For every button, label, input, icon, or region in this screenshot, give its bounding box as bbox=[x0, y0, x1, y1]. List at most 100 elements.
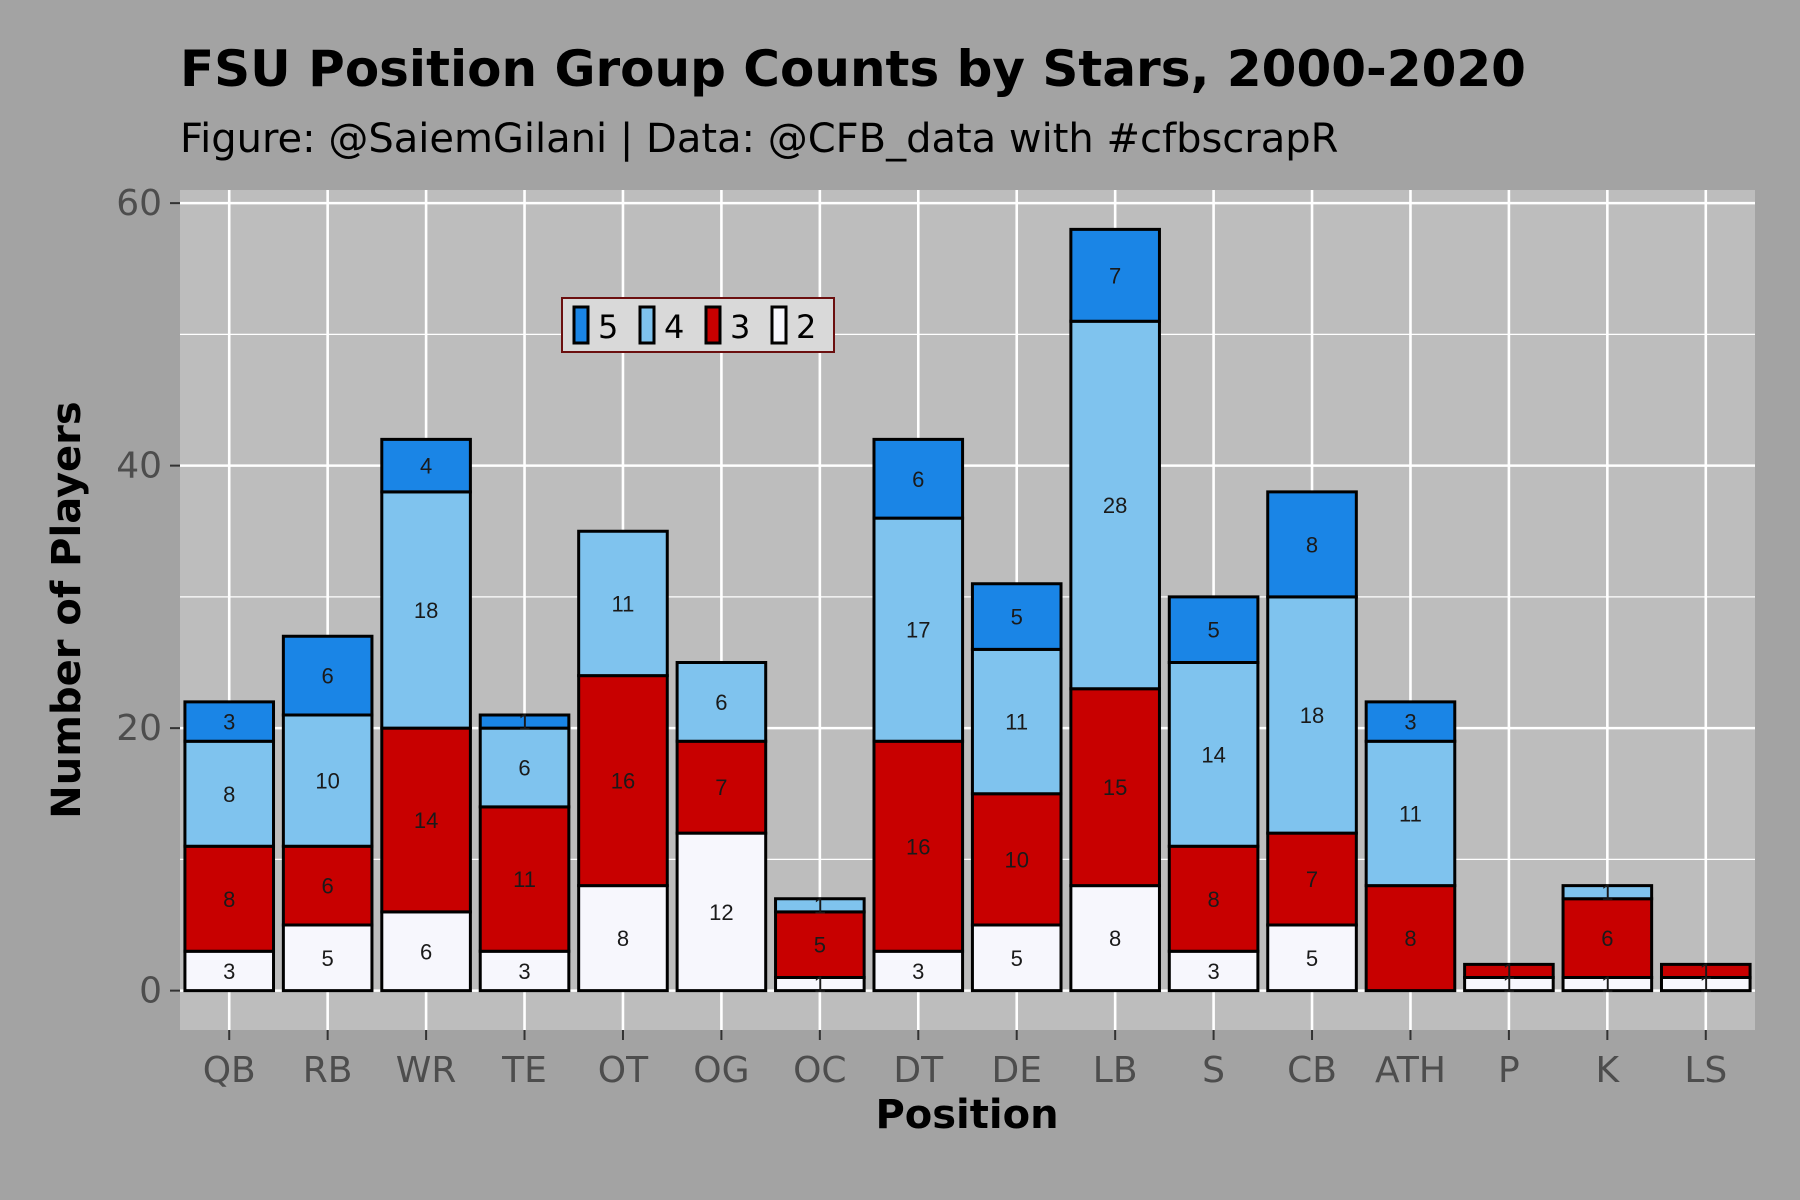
bar-label: 1 bbox=[1601, 880, 1613, 905]
bar-label: 10 bbox=[1004, 847, 1028, 872]
legend-key-5-star bbox=[572, 305, 590, 345]
bar-label: 17 bbox=[906, 618, 930, 643]
bar-value-labels: 3883561066141843116181611127615131617651… bbox=[223, 263, 1712, 997]
bar-label: 8 bbox=[1109, 926, 1121, 951]
bar-segment-S-2-star bbox=[1167, 949, 1260, 993]
bar-label: 6 bbox=[322, 874, 334, 899]
bar-label: 1 bbox=[814, 972, 826, 997]
bar-label: 15 bbox=[1103, 775, 1127, 800]
bar-segment-RB-4-star bbox=[281, 713, 374, 848]
bar-segment-CB-5-star bbox=[1266, 490, 1358, 599]
bar-label: 5 bbox=[1011, 605, 1023, 630]
bar-segment-OT-3-star bbox=[577, 674, 669, 888]
bar-label: 12 bbox=[709, 900, 733, 925]
bar-label: 1 bbox=[1700, 972, 1712, 997]
bar-label: 11 bbox=[1005, 710, 1028, 735]
bar-segment-DE-3-star bbox=[970, 792, 1063, 927]
legend-label: 5 bbox=[598, 308, 618, 346]
bar-label: 10 bbox=[315, 769, 339, 794]
bar-segment-S-4-star bbox=[1167, 661, 1260, 848]
legend-label: 4 bbox=[664, 308, 684, 346]
bar-segment-QB-5-star bbox=[183, 700, 276, 743]
x-tick-label: OT bbox=[598, 1050, 649, 1091]
bar-label: 8 bbox=[1404, 926, 1416, 951]
bar-label: 3 bbox=[518, 959, 530, 984]
bar-segment-CB-2-star bbox=[1266, 923, 1358, 993]
bar-label: 1 bbox=[1503, 959, 1515, 984]
bar-segment-OG-4-star bbox=[675, 661, 768, 743]
bar-label: 1 bbox=[518, 710, 530, 735]
bar-label: 8 bbox=[223, 887, 235, 912]
x-tick-label: ATH bbox=[1375, 1050, 1446, 1091]
legend-key-2-star bbox=[770, 305, 788, 345]
bar-label: 14 bbox=[414, 808, 438, 833]
bar-label: 3 bbox=[912, 959, 924, 984]
bar-label: 3 bbox=[1404, 710, 1416, 735]
x-axis: QB RB WR TE OT OG OC DT DE LB S CB ATH P K LS bbox=[203, 1030, 1727, 1091]
y-tick-label: 20 bbox=[116, 708, 162, 749]
chart-title: FSU Position Group Counts by Stars, 2000… bbox=[180, 40, 1526, 98]
bar-segment-TE-3-star bbox=[478, 805, 571, 953]
bar-segment-OT-4-star bbox=[577, 529, 669, 678]
legend: 5 4 3 2 bbox=[561, 297, 835, 353]
y-axis-title: Number of Players bbox=[44, 401, 90, 818]
x-tick-label: K bbox=[1596, 1050, 1621, 1091]
bar-label: 5 bbox=[322, 946, 334, 971]
bar-segment-S-5-star bbox=[1167, 595, 1260, 664]
bar-segment-RB-2-star bbox=[281, 923, 374, 993]
bar-label: 16 bbox=[906, 834, 930, 859]
bar-segment-RB-5-star bbox=[281, 634, 374, 717]
y-tick-label: 60 bbox=[116, 183, 162, 224]
bar-label: 6 bbox=[322, 664, 334, 689]
bar-segment-OC-3-star bbox=[774, 910, 866, 979]
bar-label: 3 bbox=[223, 710, 235, 735]
bar-label: 4 bbox=[420, 454, 432, 479]
bar-label: 6 bbox=[420, 939, 432, 964]
bar-label: 1 bbox=[814, 893, 826, 918]
x-tick-label: OG bbox=[693, 1050, 749, 1091]
bar-segment-LB-3-star bbox=[1069, 687, 1161, 888]
bar-label: 8 bbox=[223, 782, 235, 807]
bar-label: 5 bbox=[1207, 618, 1219, 643]
bar-segment-WR-3-star bbox=[380, 726, 472, 914]
bar-segment-OG-2-star bbox=[675, 831, 768, 993]
bar-label: 3 bbox=[1207, 959, 1219, 984]
bar-segment-DT-4-star bbox=[872, 516, 965, 743]
bar-label: 5 bbox=[1306, 946, 1318, 971]
bar-label: 11 bbox=[513, 867, 536, 892]
bar-segment-TE-2-star bbox=[478, 949, 571, 993]
bar-label: 16 bbox=[611, 769, 635, 794]
bar-label: 11 bbox=[1399, 801, 1422, 826]
bar-label: 8 bbox=[617, 926, 629, 951]
bar-label: 1 bbox=[1503, 972, 1515, 997]
bar-segment-QB-4-star bbox=[183, 739, 276, 848]
bar-label: 7 bbox=[1306, 867, 1318, 892]
bar-segment-LB-2-star bbox=[1069, 884, 1161, 993]
bar-segment-CB-4-star bbox=[1266, 595, 1358, 835]
bar-label: 1 bbox=[1700, 959, 1712, 984]
x-tick-label: QB bbox=[203, 1050, 256, 1091]
bar-segment-OC-4-star bbox=[774, 897, 866, 914]
x-tick-label: LB bbox=[1093, 1050, 1138, 1091]
bar-label: 8 bbox=[1207, 887, 1219, 912]
x-tick-label: CB bbox=[1287, 1050, 1337, 1091]
bar-label: 11 bbox=[612, 591, 635, 616]
bar-label: 18 bbox=[1300, 703, 1324, 728]
bar-label: 6 bbox=[912, 467, 924, 492]
x-tick-label: LS bbox=[1684, 1050, 1727, 1091]
legend-label: 2 bbox=[796, 308, 816, 346]
x-axis-title: Position bbox=[875, 1092, 1058, 1138]
y-tick-label: 0 bbox=[139, 971, 162, 1012]
bar-segment-ATH-5-star bbox=[1364, 700, 1457, 743]
x-tick-label: DE bbox=[991, 1050, 1041, 1091]
bar-label: 6 bbox=[1601, 926, 1613, 951]
x-tick-label: WR bbox=[396, 1050, 457, 1091]
bar-label: 28 bbox=[1103, 493, 1127, 518]
bar-segment-WR-5-star bbox=[380, 437, 472, 494]
x-tick-label: S bbox=[1202, 1050, 1225, 1091]
bar-label: 5 bbox=[814, 933, 826, 958]
bar-segment-OG-3-star bbox=[675, 739, 768, 835]
bar-segment-ATH-3-star bbox=[1364, 884, 1457, 993]
bar-segment-QB-3-star bbox=[183, 844, 276, 953]
